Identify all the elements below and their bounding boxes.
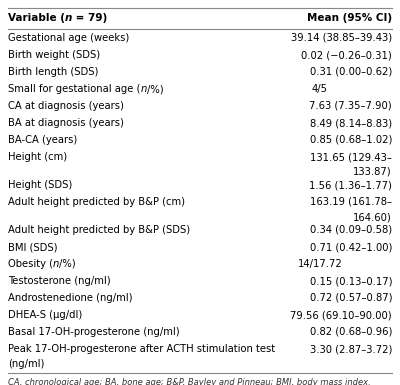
Text: 1.56 (1.36–1.77): 1.56 (1.36–1.77) — [309, 180, 392, 190]
Text: Adult height predicted by B&P (SDS): Adult height predicted by B&P (SDS) — [8, 225, 190, 235]
Text: = 79): = 79) — [72, 13, 108, 23]
Text: (ng/ml): (ng/ml) — [8, 359, 44, 369]
Text: 0.31 (0.00–0.62): 0.31 (0.00–0.62) — [310, 67, 392, 77]
Text: 14/17.72: 14/17.72 — [298, 259, 342, 269]
Text: Birth length (SDS): Birth length (SDS) — [8, 67, 98, 77]
Text: DHEA-S (μg/dl): DHEA-S (μg/dl) — [8, 310, 82, 320]
Text: Basal 17-OH-progesterone (ng/ml): Basal 17-OH-progesterone (ng/ml) — [8, 327, 180, 337]
Text: BMI (SDS): BMI (SDS) — [8, 242, 58, 252]
Text: 8.49 (8.14–8.83): 8.49 (8.14–8.83) — [310, 118, 392, 128]
Text: 0.34 (0.09–0.58): 0.34 (0.09–0.58) — [310, 225, 392, 235]
Text: 0.82 (0.68–0.96): 0.82 (0.68–0.96) — [310, 327, 392, 337]
Text: Peak 17-OH-progesterone after ACTH stimulation test: Peak 17-OH-progesterone after ACTH stimu… — [8, 344, 275, 354]
Text: 0.02 (−0.26–0.31): 0.02 (−0.26–0.31) — [301, 50, 392, 60]
Text: n: n — [53, 259, 59, 269]
Text: 79.56 (69.10–90.00): 79.56 (69.10–90.00) — [290, 310, 392, 320]
Text: Birth weight (SDS): Birth weight (SDS) — [8, 50, 100, 60]
Text: Height (cm): Height (cm) — [8, 152, 67, 162]
Text: 164.60): 164.60) — [353, 212, 392, 222]
Text: Small for gestational age (: Small for gestational age ( — [8, 84, 140, 94]
Text: Height (SDS): Height (SDS) — [8, 180, 72, 190]
Text: Adult height predicted by B&P (cm): Adult height predicted by B&P (cm) — [8, 197, 185, 207]
Text: BA at diagnosis (years): BA at diagnosis (years) — [8, 118, 124, 128]
Text: Testosterone (ng/ml): Testosterone (ng/ml) — [8, 276, 111, 286]
Text: n: n — [140, 84, 147, 94]
Text: Androstenedione (ng/ml): Androstenedione (ng/ml) — [8, 293, 132, 303]
Text: CA, chronological age; BA, bone age; B&P, Bayley and Pinneau; BMI, body mass ind: CA, chronological age; BA, bone age; B&P… — [8, 378, 371, 385]
Text: Variable (: Variable ( — [8, 13, 65, 23]
Text: 4/5: 4/5 — [312, 84, 328, 94]
Text: 7.63 (7.35–7.90): 7.63 (7.35–7.90) — [309, 101, 392, 111]
Text: 131.65 (129.43–: 131.65 (129.43– — [310, 152, 392, 162]
Text: 3.30 (2.87–3.72): 3.30 (2.87–3.72) — [310, 344, 392, 354]
Text: 133.87): 133.87) — [353, 167, 392, 177]
Text: 0.72 (0.57–0.87): 0.72 (0.57–0.87) — [310, 293, 392, 303]
Text: CA at diagnosis (years): CA at diagnosis (years) — [8, 101, 124, 111]
Text: 0.85 (0.68–1.02): 0.85 (0.68–1.02) — [310, 135, 392, 145]
Text: /%): /%) — [147, 84, 163, 94]
Text: 0.71 (0.42–1.00): 0.71 (0.42–1.00) — [310, 242, 392, 252]
Text: 0.15 (0.13–0.17): 0.15 (0.13–0.17) — [310, 276, 392, 286]
Text: BA-CA (years): BA-CA (years) — [8, 135, 77, 145]
Text: 163.19 (161.78–: 163.19 (161.78– — [310, 197, 392, 207]
Text: Gestational age (weeks): Gestational age (weeks) — [8, 33, 129, 43]
Text: Mean (95% CI): Mean (95% CI) — [307, 13, 392, 23]
Text: Obesity (: Obesity ( — [8, 259, 53, 269]
Text: /%): /%) — [59, 259, 76, 269]
Text: 39.14 (38.85–39.43): 39.14 (38.85–39.43) — [291, 33, 392, 43]
Text: n: n — [65, 13, 72, 23]
